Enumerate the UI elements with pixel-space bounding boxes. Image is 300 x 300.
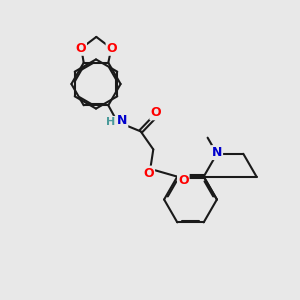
Text: O: O [75, 42, 86, 55]
Text: O: O [150, 106, 161, 119]
Text: H: H [106, 117, 115, 127]
Text: N: N [117, 114, 127, 127]
Text: N: N [212, 146, 222, 159]
Text: O: O [106, 42, 117, 55]
Text: O: O [178, 174, 189, 187]
Text: O: O [143, 167, 154, 180]
